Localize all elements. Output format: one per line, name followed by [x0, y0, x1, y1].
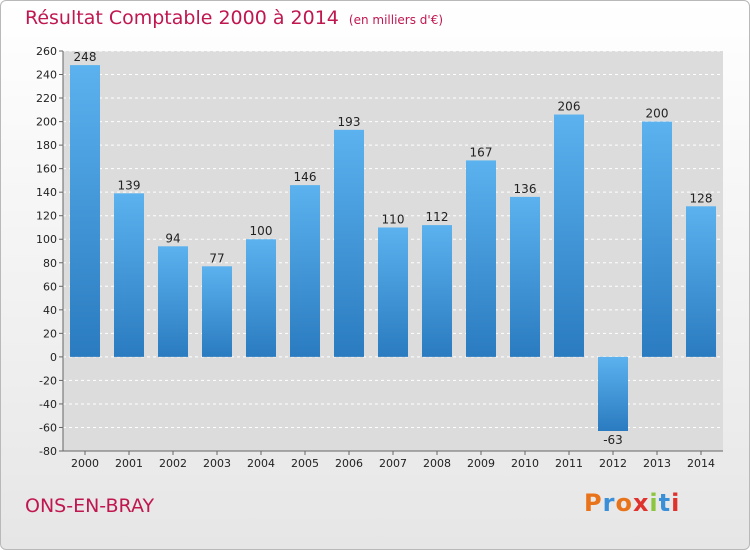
y-tick-label: 40 [43, 304, 57, 317]
bar-2007 [378, 227, 408, 357]
y-tick-label: -60 [39, 421, 57, 434]
y-tick-label: 20 [43, 327, 57, 340]
y-tick-label: 240 [36, 69, 57, 82]
x-tick-label-2005: 2005 [291, 457, 319, 470]
logo-letter: x [632, 489, 650, 517]
y-tick-label: 60 [43, 280, 57, 293]
data-label-2000: 248 [74, 50, 97, 64]
data-label-2012: -63 [603, 433, 623, 447]
y-tick-label: 200 [36, 116, 57, 129]
x-tick-label-2011: 2011 [555, 457, 583, 470]
bar-2006 [334, 129, 364, 357]
logo-letter: P [584, 489, 603, 517]
data-label-2007: 110 [382, 212, 405, 226]
data-label-2004: 100 [250, 224, 273, 238]
data-label-2006: 193 [338, 115, 361, 129]
chart-subtitle: (en milliers d'€) [348, 13, 444, 27]
data-label-2014: 128 [690, 191, 713, 205]
chart-title: Résultat Comptable 2000 à 2014 (en millie… [25, 7, 444, 29]
x-tick-label-2012: 2012 [599, 457, 627, 470]
y-tick-label: -40 [39, 398, 57, 411]
y-tick-label: -20 [39, 374, 57, 387]
x-tick-label-2004: 2004 [247, 457, 275, 470]
logo-letter: r [602, 489, 616, 517]
bar-2012 [598, 356, 628, 431]
y-tick-label: 120 [36, 210, 57, 223]
bar-2014 [686, 206, 716, 357]
y-tick-label: 80 [43, 257, 57, 270]
data-label-2002: 94 [165, 231, 180, 245]
x-tick-label-2001: 2001 [115, 457, 143, 470]
y-tick-label: 140 [36, 186, 57, 199]
logo-letter: o [615, 489, 633, 517]
bar-2011 [554, 114, 584, 357]
x-tick-label-2002: 2002 [159, 457, 187, 470]
bar-2009 [466, 160, 496, 357]
place-name: ONS-EN-BRAY [25, 495, 155, 517]
data-label-2013: 200 [646, 107, 669, 121]
y-tick-label: 260 [36, 45, 57, 58]
x-tick-label-2010: 2010 [511, 457, 539, 470]
x-tick-label-2009: 2009 [467, 457, 495, 470]
bar-2013 [642, 121, 672, 357]
bar-2002 [158, 246, 188, 357]
proxiti-logo: Proxiti [584, 489, 680, 517]
data-label-2010: 136 [514, 182, 537, 196]
data-label-2009: 167 [470, 145, 493, 159]
y-tick-label: 100 [36, 233, 57, 246]
y-tick-label: 0 [50, 351, 57, 364]
bar-2008 [422, 225, 452, 357]
y-tick-label: 180 [36, 139, 57, 152]
y-tick-label: 220 [36, 92, 57, 105]
data-label-2003: 77 [209, 251, 224, 265]
x-tick-label-2007: 2007 [379, 457, 407, 470]
data-label-2001: 139 [118, 178, 141, 192]
data-label-2011: 206 [558, 100, 581, 114]
x-tick-label-2008: 2008 [423, 457, 451, 470]
y-tick-label: -80 [39, 445, 57, 458]
logo-letter: t [658, 489, 672, 517]
logo-letter: i [649, 489, 659, 517]
y-tick-label: 160 [36, 163, 57, 176]
x-tick-label-2014: 2014 [687, 457, 715, 470]
x-tick-label-2013: 2013 [643, 457, 671, 470]
bar-2000 [70, 65, 100, 357]
bar-2004 [246, 239, 276, 357]
bar-2003 [202, 266, 232, 357]
x-tick-label-2006: 2006 [335, 457, 363, 470]
bar-2001 [114, 193, 144, 357]
data-label-2008: 112 [426, 210, 449, 224]
x-tick-label-2003: 2003 [203, 457, 231, 470]
bar-2005 [290, 185, 320, 357]
data-label-2005: 146 [294, 170, 317, 184]
x-tick-label-2000: 2000 [71, 457, 99, 470]
bar-2010 [510, 196, 540, 357]
logo-letter: i [671, 489, 681, 517]
